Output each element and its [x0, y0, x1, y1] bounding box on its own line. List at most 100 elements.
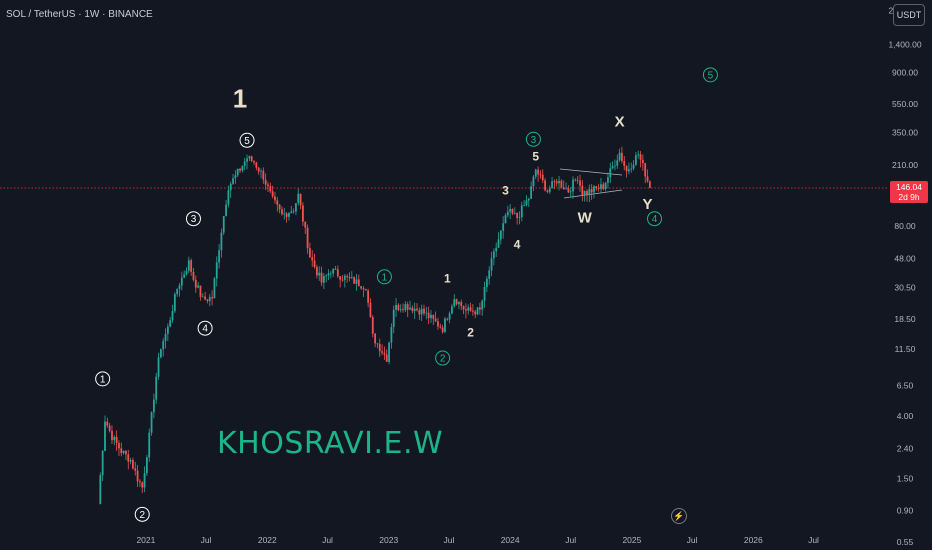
- time-axis: 2021 Jul 2022 Jul 2023 Jul 2024 Jul 2025 Jul 2026 J…: [136, 535, 819, 545]
- candle-body: [343, 275, 346, 280]
- wave-circle: [376, 269, 392, 285]
- candle-body: [115, 436, 118, 444]
- price-tick-label: 900.00: [892, 68, 918, 78]
- candle-body: [201, 296, 204, 298]
- price-axis: 2,400.001,400.00900.00550.00350.00210.00…: [888, 6, 921, 547]
- candle-body: [597, 188, 600, 189]
- candle-body: [220, 232, 223, 251]
- time-tick-label: Jul: [565, 535, 576, 545]
- candle-body: [481, 300, 484, 310]
- candle-body: [355, 279, 358, 284]
- candle-body: [390, 327, 393, 343]
- wave-label: 3: [191, 214, 197, 225]
- candle-body: [113, 436, 116, 441]
- candle-body: [145, 457, 148, 474]
- candle-body: [364, 288, 367, 291]
- candle-body: [176, 288, 179, 295]
- candle-body: [586, 191, 588, 195]
- candle-body: [402, 309, 404, 311]
- price-tick-label: 18.50: [894, 314, 916, 324]
- wave-label: 1: [444, 272, 451, 286]
- candle-body: [513, 213, 516, 214]
- candle-body: [574, 179, 577, 181]
- time-tick-label: 2021: [136, 535, 155, 545]
- candle-body: [106, 421, 109, 426]
- candle-body: [572, 179, 574, 192]
- wave-label: 4: [652, 214, 658, 225]
- candle-body: [371, 316, 374, 334]
- candle-body: [569, 191, 572, 193]
- wave-label: 1: [382, 272, 388, 283]
- candle-body: [395, 304, 397, 310]
- candle-body: [455, 299, 458, 305]
- candle-body: [260, 170, 262, 172]
- wave-label: 4: [514, 237, 521, 251]
- candle-body: [141, 482, 144, 488]
- candle-body: [604, 182, 607, 190]
- candle-body: [555, 181, 558, 184]
- candle-body: [255, 162, 258, 168]
- candle-body: [213, 278, 216, 299]
- currency-button[interactable]: USDT: [893, 4, 925, 26]
- candle-body: [329, 273, 332, 275]
- candle-body: [222, 216, 225, 233]
- candle-body: [504, 215, 507, 224]
- candle-body: [243, 161, 246, 166]
- candle-body: [532, 176, 535, 187]
- candle-body: [132, 460, 134, 469]
- candle-body: [607, 177, 609, 183]
- candle-body: [590, 189, 593, 193]
- candle-body: [118, 443, 120, 449]
- candle-body: [318, 272, 321, 276]
- last-price: 146.04: [896, 182, 922, 192]
- candle-body: [418, 310, 421, 315]
- candle-body: [451, 306, 453, 314]
- candle-body: [374, 333, 376, 344]
- candle-body: [171, 311, 174, 321]
- candle-body: [506, 211, 509, 216]
- candle-body: [185, 270, 188, 275]
- candle-body: [411, 307, 414, 312]
- candle-body: [560, 180, 563, 188]
- candle-body: [360, 286, 363, 289]
- candle-body: [125, 450, 127, 455]
- candle-body: [485, 278, 488, 287]
- candle-body: [288, 213, 290, 217]
- wave-circle: [185, 211, 201, 227]
- wave-label: 2: [139, 510, 145, 521]
- candle-body: [523, 205, 526, 206]
- wave-circle: [197, 320, 213, 336]
- candle-body: [204, 296, 207, 300]
- candle-body: [173, 294, 176, 312]
- candle-body: [509, 209, 512, 212]
- candle-body: [469, 307, 472, 311]
- candle-body: [648, 181, 651, 188]
- candle-body: [492, 251, 495, 259]
- candle-body: [208, 297, 211, 301]
- wave-label: 1: [100, 374, 106, 385]
- candle-body: [537, 169, 539, 175]
- candle-body: [194, 279, 197, 288]
- candle-body: [539, 174, 542, 176]
- price-tick-label: 80.00: [894, 221, 916, 231]
- candle-body: [409, 307, 411, 310]
- candle-body: [383, 352, 386, 355]
- time-tick-label: Jul: [444, 535, 455, 545]
- candle-body: [327, 273, 330, 276]
- candle-body: [283, 213, 286, 215]
- lightning-bolt-icon[interactable]: ⚡: [671, 508, 687, 524]
- candle-body: [362, 288, 365, 290]
- candle-body: [232, 178, 234, 184]
- candle-body: [588, 189, 591, 195]
- wave-label: 4: [202, 324, 208, 335]
- candle-body: [646, 176, 649, 182]
- candle-body: [285, 213, 288, 217]
- candle-body: [104, 421, 106, 451]
- candle-body: [618, 152, 621, 161]
- candle-body: [108, 425, 111, 431]
- candle-body: [269, 186, 272, 192]
- candle-body: [143, 473, 146, 488]
- candle-body: [122, 450, 125, 454]
- watermark-text: KHOSRAVI.E.W: [217, 426, 444, 461]
